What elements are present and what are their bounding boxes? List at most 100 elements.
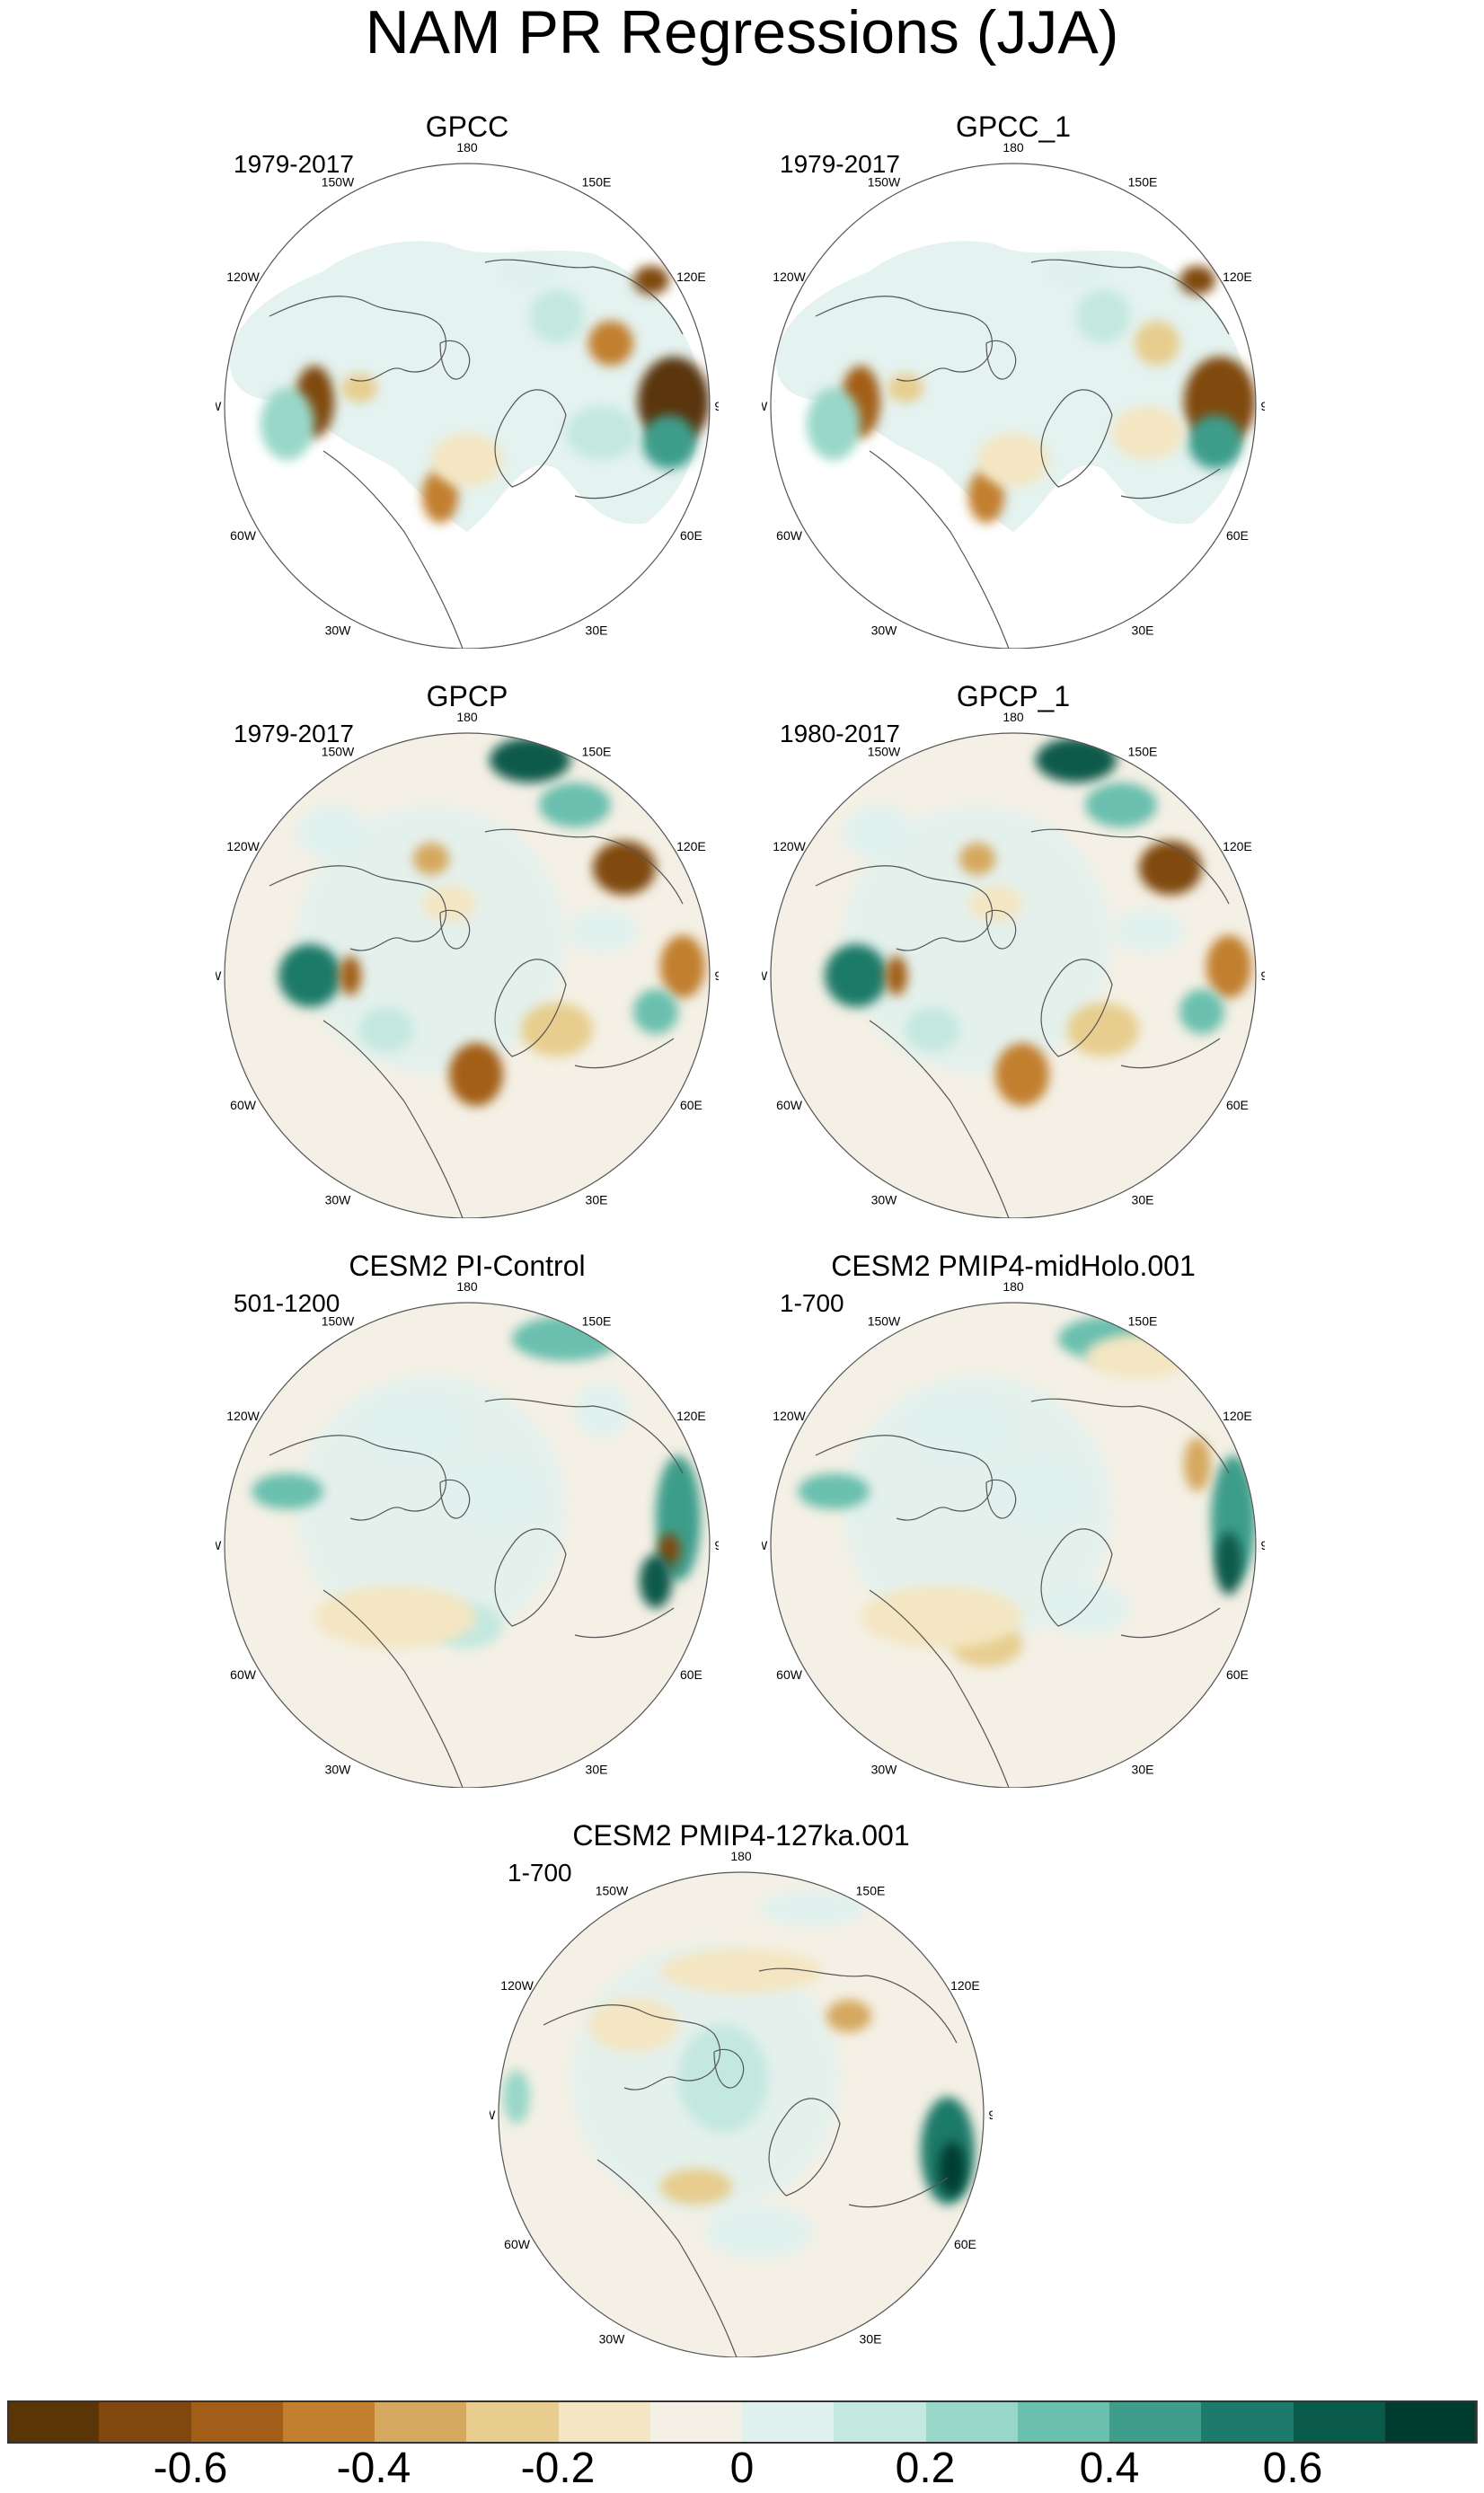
longitude-label: 120E: [1223, 839, 1252, 853]
anomaly-patch: [826, 2000, 871, 2032]
longitude-label: 90W: [762, 1538, 768, 1552]
longitude-label: 120E: [676, 839, 706, 853]
colorbar-swatch: [1384, 2400, 1478, 2444]
longitude-label: 120E: [1223, 270, 1252, 284]
panel-gpcp-1: GPCP_1 1980-2017 180150E120E90E60E30E030…: [762, 679, 1265, 1218]
panel-title: GPCP: [426, 680, 508, 712]
colorbar-swatch: [925, 2400, 1019, 2444]
coastline: [848, 2177, 949, 2208]
anomaly-patch: [1215, 1532, 1242, 1595]
anomaly-patch: [1179, 266, 1215, 295]
coastline: [815, 1435, 993, 1521]
coastline: [439, 909, 471, 950]
anomaly-patch: [905, 1007, 959, 1052]
anomaly-patch: [1179, 989, 1224, 1034]
anomaly-patch: [490, 738, 570, 782]
panel-period: 1979-2017: [234, 150, 354, 178]
anomaly-patch: [588, 321, 633, 366]
panel-gpcc: GPCC 1979-2017 180150E120E90E60E30E030W6…: [216, 110, 719, 649]
coastline: [1030, 259, 1230, 335]
panel-gpcc-1: GPCC_1 1979-2017 180150E120E90E60E30E030…: [762, 110, 1265, 649]
anomaly-patch: [1067, 1003, 1139, 1056]
coastline: [269, 296, 446, 382]
longitude-label: 90W: [216, 1538, 222, 1552]
longitude-label: 150E: [582, 745, 612, 759]
anomaly-patch: [633, 989, 678, 1034]
longitude-label: 150E: [856, 1884, 886, 1898]
longitude-label: 30W: [599, 2331, 626, 2346]
anomaly-patch: [905, 1392, 1013, 1464]
coastline: [439, 1479, 471, 1519]
anomaly-patch: [530, 289, 584, 343]
colorbar-swatch: [99, 2400, 192, 2444]
coastline: [1030, 828, 1230, 905]
anomaly-patch: [995, 1043, 1049, 1106]
anomaly-patch: [449, 1043, 503, 1106]
longitude-label: 120W: [226, 1409, 260, 1423]
anomaly-patch: [798, 1473, 870, 1509]
coastline: [758, 1967, 958, 2044]
longitude-label: 180: [456, 140, 478, 155]
longitude-label: 30W: [325, 1192, 352, 1207]
colorbar-swatch: [190, 2400, 284, 2444]
colorbar-tick-label: 0.4: [1079, 2444, 1140, 2492]
longitude-label: 120W: [226, 270, 260, 284]
coastline: [494, 959, 567, 1057]
anomaly-patch: [440, 1455, 548, 1527]
panel-gpcp: GPCP 1979-2017 180150E120E90E60E30E030W6…: [216, 679, 719, 1218]
longitude-label: 120W: [773, 270, 806, 284]
colorbar-swatch: [282, 2400, 375, 2444]
anomaly-patch: [278, 944, 341, 1007]
longitude-label: 30W: [871, 1762, 898, 1776]
longitude-label: 90E: [715, 399, 719, 413]
colorbar-swatch: [7, 2400, 101, 2444]
anomaly-patch: [252, 1473, 323, 1509]
anomaly-patch: [705, 2205, 813, 2259]
coastline: [494, 389, 567, 488]
longitude-label: 90W: [216, 399, 222, 413]
longitude-label: 180: [730, 1849, 752, 1863]
polar-map: 180150E120E90E60E30E030W60W90W120W150W: [216, 710, 719, 1218]
coastline: [484, 828, 684, 905]
anomaly-patch: [503, 2070, 530, 2124]
longitude-label: 60E: [1226, 528, 1249, 543]
polar-map: 180150E120E90E60E30E030W60W90W120W150W: [216, 140, 719, 649]
panel-period: 1980-2017: [780, 720, 900, 747]
coastline: [1030, 1398, 1230, 1474]
coastline: [869, 1589, 1010, 1788]
coastline: [1120, 1607, 1221, 1639]
coastline: [815, 865, 993, 951]
anomaly-patch: [359, 1007, 413, 1052]
anomaly-patch: [566, 406, 638, 460]
coastline: [269, 865, 446, 951]
colorbar-tick-label: -0.6: [153, 2444, 228, 2492]
colorbar-swatch: [375, 2400, 468, 2444]
longitude-label: 30E: [586, 1192, 608, 1207]
longitude-label: 180: [456, 710, 478, 724]
longitude-label: 180: [456, 1279, 478, 1294]
coastline: [713, 2048, 745, 2089]
longitude-label: 30E: [1132, 1762, 1154, 1776]
coastline: [1040, 1528, 1113, 1627]
panel-title: CESM2 PMIP4-127ka.001: [572, 1819, 910, 1852]
coastline: [574, 1038, 675, 1069]
anomaly-patch: [658, 1534, 680, 1566]
longitude-label: 150E: [582, 1314, 612, 1329]
coastline: [815, 296, 993, 382]
polar-map: 180150E120E90E60E30E030W60W90W120W150W: [762, 1279, 1265, 1788]
longitude-label: 30W: [871, 1192, 898, 1207]
anomaly-patch: [843, 805, 914, 859]
longitude-label: 60E: [680, 1098, 702, 1112]
panel-period: 1-700: [780, 1289, 844, 1317]
longitude-label: 150W: [322, 745, 355, 759]
map-boundary: [770, 163, 1257, 649]
anomaly-patch: [1188, 415, 1242, 469]
longitude-label: 60W: [776, 1667, 803, 1682]
panel-title: GPCP_1: [956, 680, 1071, 712]
longitude-label: 60E: [680, 528, 702, 543]
anomaly-patch: [340, 956, 361, 995]
anomaly-patch: [593, 841, 656, 895]
anomaly-patch: [261, 388, 314, 460]
longitude-label: 150W: [868, 745, 901, 759]
colorbar-tick-label: 0: [729, 2444, 755, 2492]
